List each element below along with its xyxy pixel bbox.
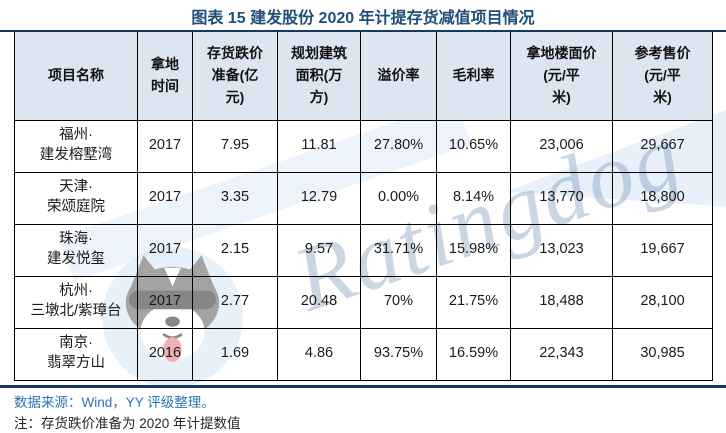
cell-premium: 70% [360,275,437,329]
col-header-reference-price: 参考售价 (元/平 米) [612,32,713,121]
cell-margin: 15.98% [436,223,511,277]
cell-ref-price: 30,985 [612,327,713,381]
data-source-note: 数据来源：Wind，YY 评级整理。 [14,395,215,410]
table-row: 天津· 荣颂庭院 2017 3.35 12.79 0.00% 8.14% 13,… [14,171,713,225]
cell-land-date: 2016 [137,327,193,381]
col-header-inventory-provision: 存货跌价 准备(亿 元) [192,32,278,121]
cell-provision: 2.15 [192,223,278,277]
cell-margin: 10.65% [436,119,511,173]
cell-floor-price: 13,770 [510,171,613,225]
cell-provision: 2.77 [192,275,278,329]
cell-land-date: 2017 [137,171,193,225]
cell-premium: 27.80% [360,119,437,173]
cell-ref-price: 29,667 [612,119,713,173]
cell-area: 11.81 [277,119,361,173]
cell-provision: 3.35 [192,171,278,225]
impairment-projects-table: 项目名称 拿地 时间 存货跌价 准备(亿 元) 规划建筑 面积(万 方) 溢价率… [14,32,713,381]
table-row: 珠海· 建发悦玺 2017 2.15 9.57 31.71% 15.98% 13… [14,223,713,277]
cell-margin: 8.14% [436,171,511,225]
table-row: 杭州· 三墩北/紫璋台 2017 2.77 20.48 70% 21.75% 1… [14,275,713,329]
cell-project-name: 杭州· 三墩北/紫璋台 [14,275,138,329]
cell-ref-price: 28,100 [612,275,713,329]
footnote: 注：存货跌价准备为 2020 年计提数值 [14,416,241,431]
cell-floor-price: 23,006 [510,119,613,173]
col-header-land-date: 拿地 时间 [137,32,193,121]
cell-project-name: 福州· 建发榕墅湾 [14,119,138,173]
cell-land-date: 2017 [137,119,193,173]
col-header-planned-area: 规划建筑 面积(万 方) [277,32,361,121]
col-header-gross-margin: 毛利率 [436,32,511,121]
cell-margin: 16.59% [436,327,511,381]
table-header-row: 项目名称 拿地 时间 存货跌价 准备(亿 元) 规划建筑 面积(万 方) 溢价率… [14,32,713,121]
cell-ref-price: 18,800 [612,171,713,225]
top-rule-divider [0,30,726,32]
cell-area: 9.57 [277,223,361,277]
cell-premium: 31.71% [360,223,437,277]
cell-provision: 1.69 [192,327,278,381]
col-header-premium-rate: 溢价率 [360,32,437,121]
cell-area: 4.86 [277,327,361,381]
col-header-project-name: 项目名称 [14,32,138,121]
cell-land-date: 2017 [137,275,193,329]
cell-ref-price: 19,667 [612,223,713,277]
bottom-rule-divider [0,385,726,388]
table-row: 南京· 翡翠方山 2016 1.69 4.86 93.75% 16.59% 22… [14,327,713,381]
cell-floor-price: 22,343 [510,327,613,381]
cell-area: 12.79 [277,171,361,225]
cell-floor-price: 13,023 [510,223,613,277]
cell-land-date: 2017 [137,223,193,277]
cell-premium: 93.75% [360,327,437,381]
figure-title: 图表 15 建发股份 2020 年计提存货减值项目情况 [191,10,535,27]
col-header-land-floor-price: 拿地楼面价 (元/平 米) [510,32,613,121]
cell-premium: 0.00% [360,171,437,225]
cell-margin: 21.75% [436,275,511,329]
cell-project-name: 天津· 荣颂庭院 [14,171,138,225]
table-row: 福州· 建发榕墅湾 2017 7.95 11.81 27.80% 10.65% … [14,119,713,173]
cell-project-name: 珠海· 建发悦玺 [14,223,138,277]
cell-project-name: 南京· 翡翠方山 [14,327,138,381]
cell-provision: 7.95 [192,119,278,173]
cell-floor-price: 18,488 [510,275,613,329]
cell-area: 20.48 [277,275,361,329]
